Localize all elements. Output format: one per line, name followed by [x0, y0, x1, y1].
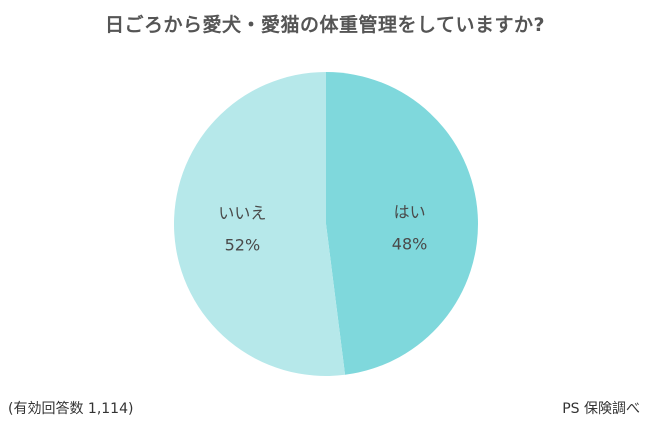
pie-slice-value-0: 48%	[392, 235, 428, 254]
pie-slice-value-1: 52%	[225, 235, 261, 254]
chart-title: 日ごろから愛犬・愛猫の体重管理をしていますか?	[105, 14, 545, 36]
pie-slices	[174, 72, 479, 376]
pie-slice-label-0: はい	[394, 203, 426, 222]
pie-labels: はい 48% いいえ 52%	[218, 203, 427, 255]
pie-slice-label-1: いいえ	[218, 203, 266, 222]
source-credit: PS 保険調べ	[562, 401, 640, 417]
pie-slice-1	[174, 72, 346, 376]
pie-slice-0	[326, 72, 479, 375]
sample-size-note: (有効回答数 1,114)	[8, 401, 134, 417]
